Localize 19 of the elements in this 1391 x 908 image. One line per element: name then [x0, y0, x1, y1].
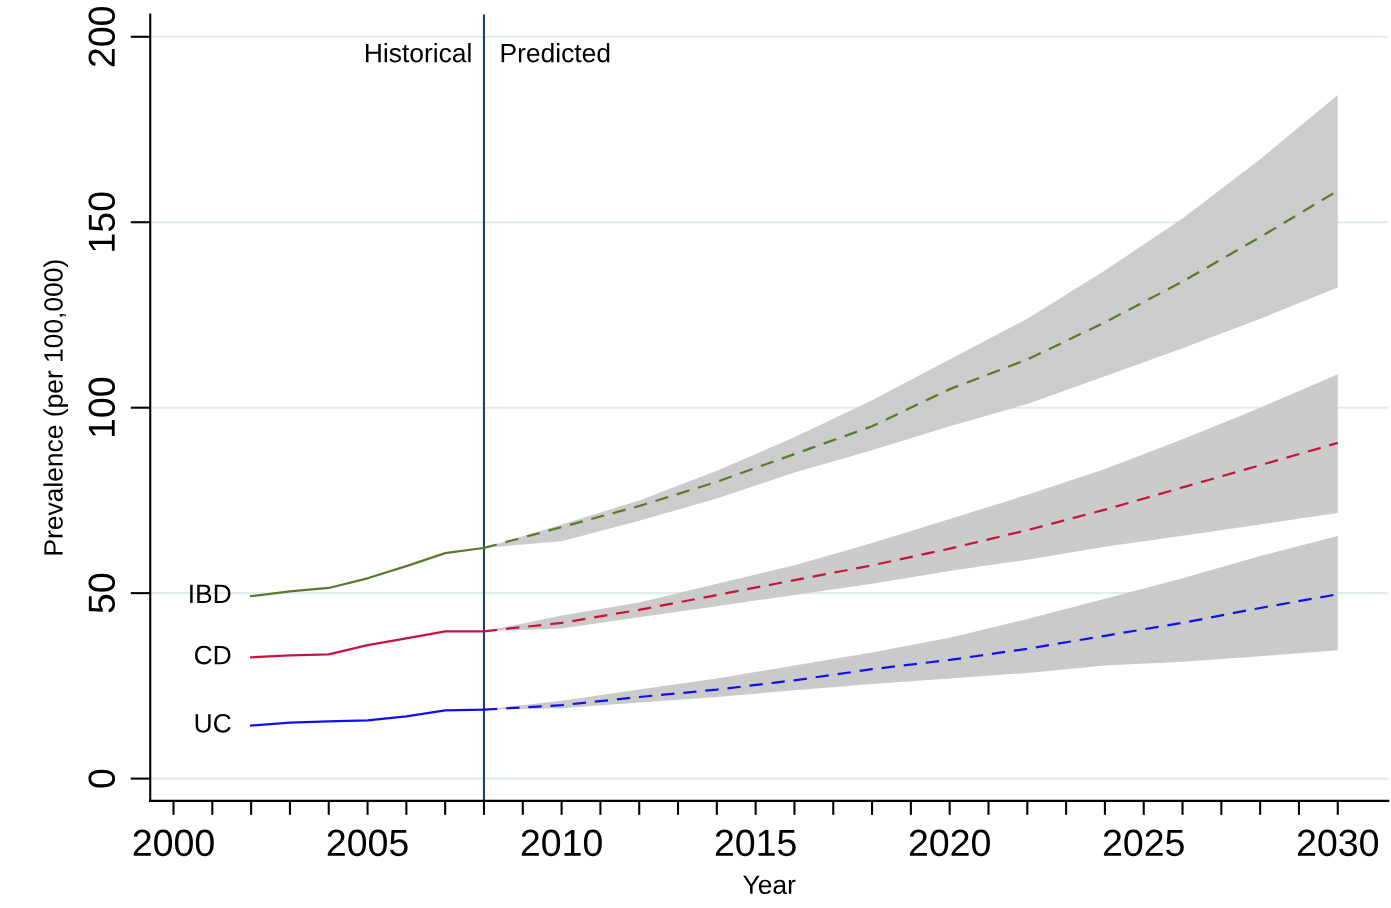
x-tick-label: 2015 [715, 829, 796, 857]
y-tick-label: 50 [88, 573, 116, 613]
x-tick-label: 2020 [909, 829, 990, 857]
y-tick-label: 100 [88, 377, 116, 437]
x-axis-title: Year [743, 875, 796, 895]
annotation: Historical [366, 43, 471, 63]
y-tick-label: 0 [88, 769, 116, 788]
y-tick-label: 150 [88, 192, 116, 251]
y-tick-label: 200 [88, 6, 116, 67]
annotation: Predicted [501, 43, 610, 63]
y-axis-title: Prevalence (per 100,000) [43, 260, 69, 555]
series-label: UC [195, 713, 231, 733]
series-label: IBD [190, 584, 231, 603]
series-label: CD [194, 645, 231, 665]
x-tick-label: 2025 [1103, 829, 1184, 857]
x-tick-label: 2010 [521, 829, 602, 857]
x-tick-label: 2030 [1297, 829, 1379, 857]
x-tick-label: 2005 [327, 829, 408, 857]
x-tick-label: 2000 [133, 829, 214, 857]
